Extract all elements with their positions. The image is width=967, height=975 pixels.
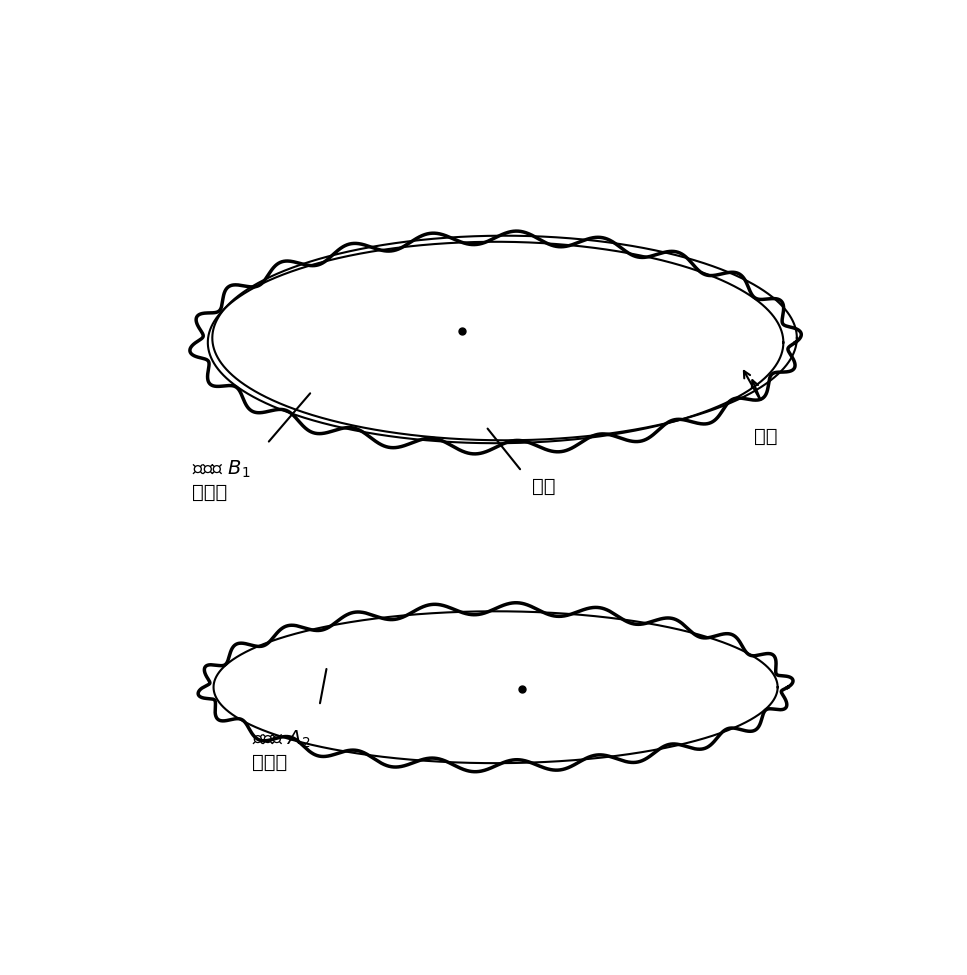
Text: 毛刺: 毛刺: [754, 427, 777, 446]
Text: 基圆: 基圆: [532, 478, 555, 496]
Text: 上端面 $A_2$
外轮廓: 上端面 $A_2$ 外轮廓: [252, 728, 310, 772]
Text: 下端面 $B_1$
外轮廓: 下端面 $B_1$ 外轮廓: [192, 458, 250, 502]
